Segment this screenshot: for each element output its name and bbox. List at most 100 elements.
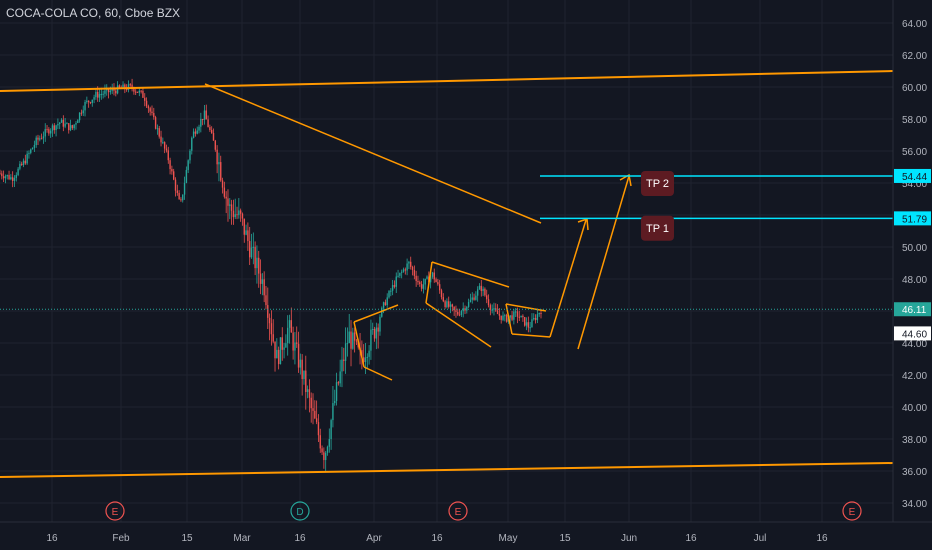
candle-body: [498, 314, 501, 316]
candle-body: [78, 112, 81, 121]
candle-body: [467, 301, 470, 307]
event-label: D: [296, 507, 303, 518]
candle-body: [504, 315, 506, 317]
candle-body: [334, 401, 336, 404]
candle-body: [455, 310, 457, 312]
candle-body: [17, 168, 19, 176]
price-label-box: [894, 302, 931, 317]
candle-body: [124, 84, 126, 89]
candle-body: [346, 343, 349, 345]
candle-body: [516, 311, 519, 317]
price-tick-label: 56.00: [902, 147, 927, 158]
time-tick-label: Jun: [621, 533, 637, 544]
candle-body: [458, 314, 461, 316]
price-label: 46.11: [902, 305, 927, 316]
candle-body: [370, 329, 372, 351]
candle-body: [330, 420, 332, 440]
candle-body: [239, 210, 242, 214]
candle-body: [162, 142, 164, 144]
candle-body: [232, 210, 235, 218]
candle-body: [116, 85, 119, 94]
candle-body: [191, 137, 193, 151]
candle-body: [183, 182, 186, 195]
candle-body: [502, 315, 504, 320]
candle-body: [4, 176, 7, 179]
candle-body: [323, 452, 325, 461]
candle-body: [227, 198, 229, 206]
candle-body: [75, 123, 77, 125]
candle-body: [290, 320, 293, 333]
candle-body: [158, 128, 160, 137]
candle-body: [420, 284, 423, 289]
candle-body: [321, 448, 323, 453]
candle-body: [138, 90, 141, 93]
candle-body: [241, 213, 244, 219]
candle-body: [448, 301, 450, 307]
wedge-line: [431, 261, 510, 288]
candle-body: [229, 204, 231, 206]
candle-body: [281, 337, 283, 350]
candle-body: [531, 319, 533, 328]
candle-body: [332, 403, 334, 421]
tp-label: TP 2: [646, 178, 669, 190]
candle-body: [297, 343, 300, 368]
candle-body: [283, 347, 285, 350]
price-axis[interactable]: 64.0062.0060.0058.0056.0054.0052.0050.00…: [892, 0, 932, 550]
candle-body: [301, 359, 303, 380]
candle-body: [533, 317, 535, 320]
time-axis[interactable]: 16 Feb 15 Mar 16 Apr 16 May 15 Jun 16 Jul 16: [0, 521, 932, 544]
candle-body: [335, 382, 338, 402]
candle-body: [261, 279, 264, 284]
candle-body: [263, 279, 265, 296]
candle-body: [308, 389, 311, 398]
candle-body: [254, 246, 256, 269]
candle-body: [136, 91, 139, 93]
candle-body: [97, 91, 99, 98]
candle-body: [234, 214, 236, 218]
candle-body: [196, 130, 198, 134]
candle-body: [386, 297, 388, 306]
candle-body: [221, 180, 224, 188]
candle-body: [381, 307, 383, 317]
candle-body: [171, 169, 173, 172]
candle-body: [402, 269, 405, 272]
price-axis-bg: [893, 0, 932, 550]
candle-body: [73, 124, 75, 129]
candle-body: [326, 446, 329, 453]
candle-body: [487, 299, 490, 306]
event-label: E: [849, 507, 856, 518]
candle-body: [429, 276, 432, 283]
chart-grid: [0, 0, 893, 522]
candle-body: [437, 282, 439, 285]
candle-body: [140, 90, 142, 92]
candle-body: [482, 288, 484, 291]
candle-body: [324, 452, 327, 461]
candle-body: [344, 343, 347, 361]
candle-body: [205, 110, 207, 120]
candle-body: [127, 84, 130, 90]
candle-body: [438, 284, 441, 291]
candle-body: [24, 160, 27, 164]
candle-body: [131, 84, 133, 88]
candle-body: [466, 306, 468, 311]
candle-body: [279, 337, 282, 365]
wedge-line: [425, 261, 433, 304]
descending-trendline: [204, 83, 542, 224]
price-label-box: [894, 211, 931, 226]
candle-body: [529, 327, 531, 329]
candle-body: [299, 359, 302, 368]
candle-body: [491, 309, 493, 311]
candle-body: [310, 397, 312, 409]
candle-body: [449, 304, 452, 307]
candle-body: [40, 138, 43, 140]
candle-body: [91, 99, 93, 103]
candle-body: [372, 328, 374, 330]
candle-body: [46, 129, 48, 131]
price-tick-label: 62.00: [902, 51, 927, 62]
candle-body: [82, 110, 84, 114]
time-tick-label: 16: [431, 533, 443, 544]
candle-body: [42, 136, 45, 139]
candle-body: [444, 301, 446, 308]
candle-body: [505, 315, 508, 322]
